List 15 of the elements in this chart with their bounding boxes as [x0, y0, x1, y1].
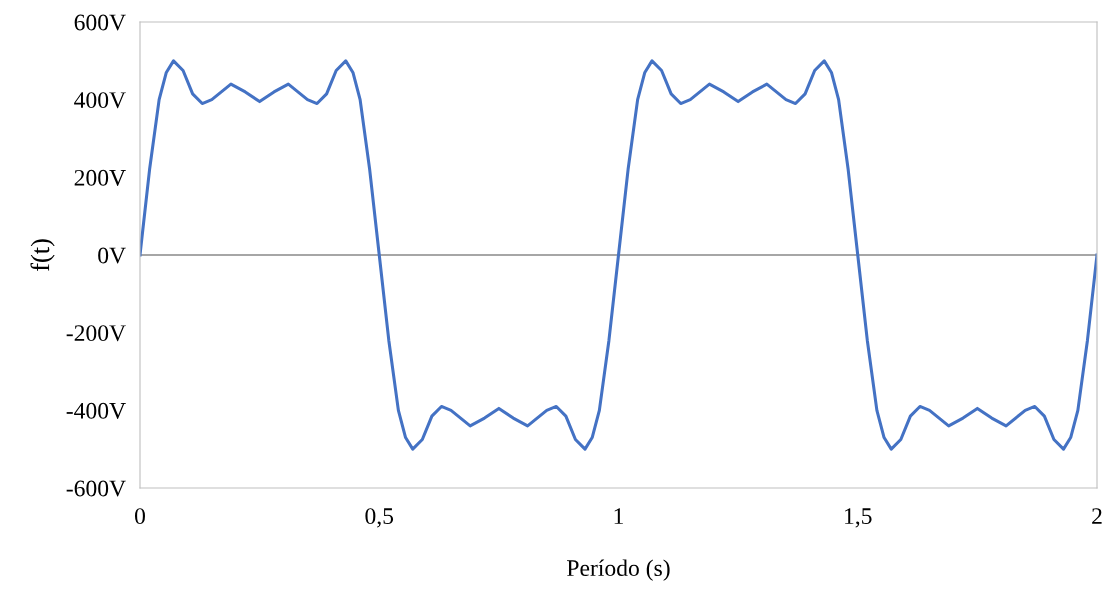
- y-tick-label: 200V: [74, 169, 126, 186]
- y-tick-label: 0V: [98, 247, 126, 264]
- x-tick-label: 0: [135, 508, 145, 525]
- line-series: [140, 59, 1097, 451]
- x-axis-title: Período (s): [567, 559, 670, 581]
- x-tick-label: 1,5: [845, 508, 872, 528]
- y-tick-label: 400V: [74, 92, 126, 109]
- y-axis-title: f(t): [30, 239, 55, 272]
- y-tick-label: -400V: [66, 402, 126, 419]
- y-tick-label: -200V: [66, 325, 126, 342]
- x-tick-label: 0,5: [365, 508, 394, 528]
- x-tick-label: 1: [614, 508, 623, 524]
- y-tick-label: 600V: [74, 14, 126, 31]
- x-tick-label: 2: [1092, 508, 1102, 524]
- y-tick-label: -600V: [66, 480, 126, 497]
